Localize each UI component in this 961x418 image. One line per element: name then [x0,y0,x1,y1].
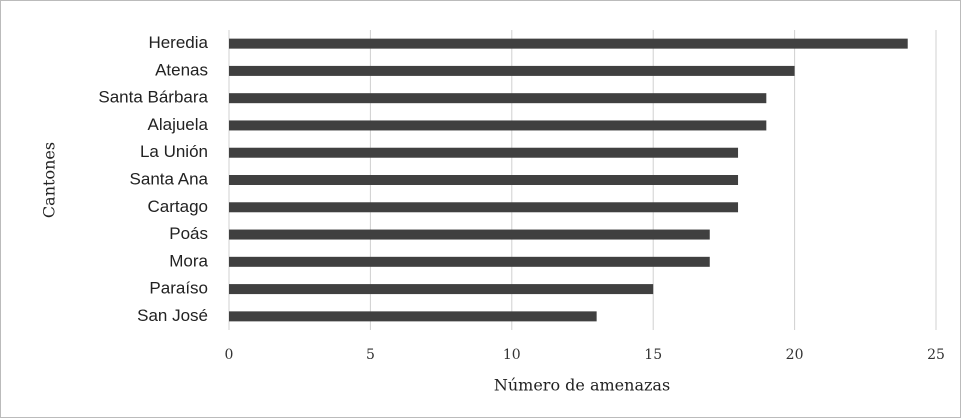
bar [229,256,710,267]
bar [229,93,767,104]
x-axis-title: Número de amenazas [494,376,670,395]
y-tick-label: La Unión [140,142,208,161]
bar [229,202,739,213]
bar [229,38,908,49]
y-tick-label: Mora [169,251,208,270]
bar [229,229,710,240]
y-tick-label: San José [137,306,208,325]
y-tick-label: Alajuela [148,115,209,134]
y-tick-label: Atenas [155,60,208,79]
x-tick-label: 10 [503,347,521,363]
x-tick-label: 5 [366,347,375,363]
bar [229,65,795,76]
y-axis-title: Cantones [40,142,59,218]
y-tick-label: Cartago [148,197,208,216]
x-tick-label: 15 [644,347,662,363]
y-tick-label: Heredia [148,33,208,52]
bar [229,147,739,158]
x-tick-label: 0 [225,347,234,363]
y-tick-label: Paraíso [149,279,208,298]
bar [229,175,739,185]
x-tick-label: 25 [927,347,945,363]
y-tick-label: Poás [169,224,208,243]
y-tick-label: Santa Bárbara [98,88,208,107]
bar [229,284,654,295]
x-tick-label: 20 [786,347,804,363]
y-tick-label: Santa Ana [130,169,209,188]
bar [229,120,767,131]
bar [229,311,597,322]
